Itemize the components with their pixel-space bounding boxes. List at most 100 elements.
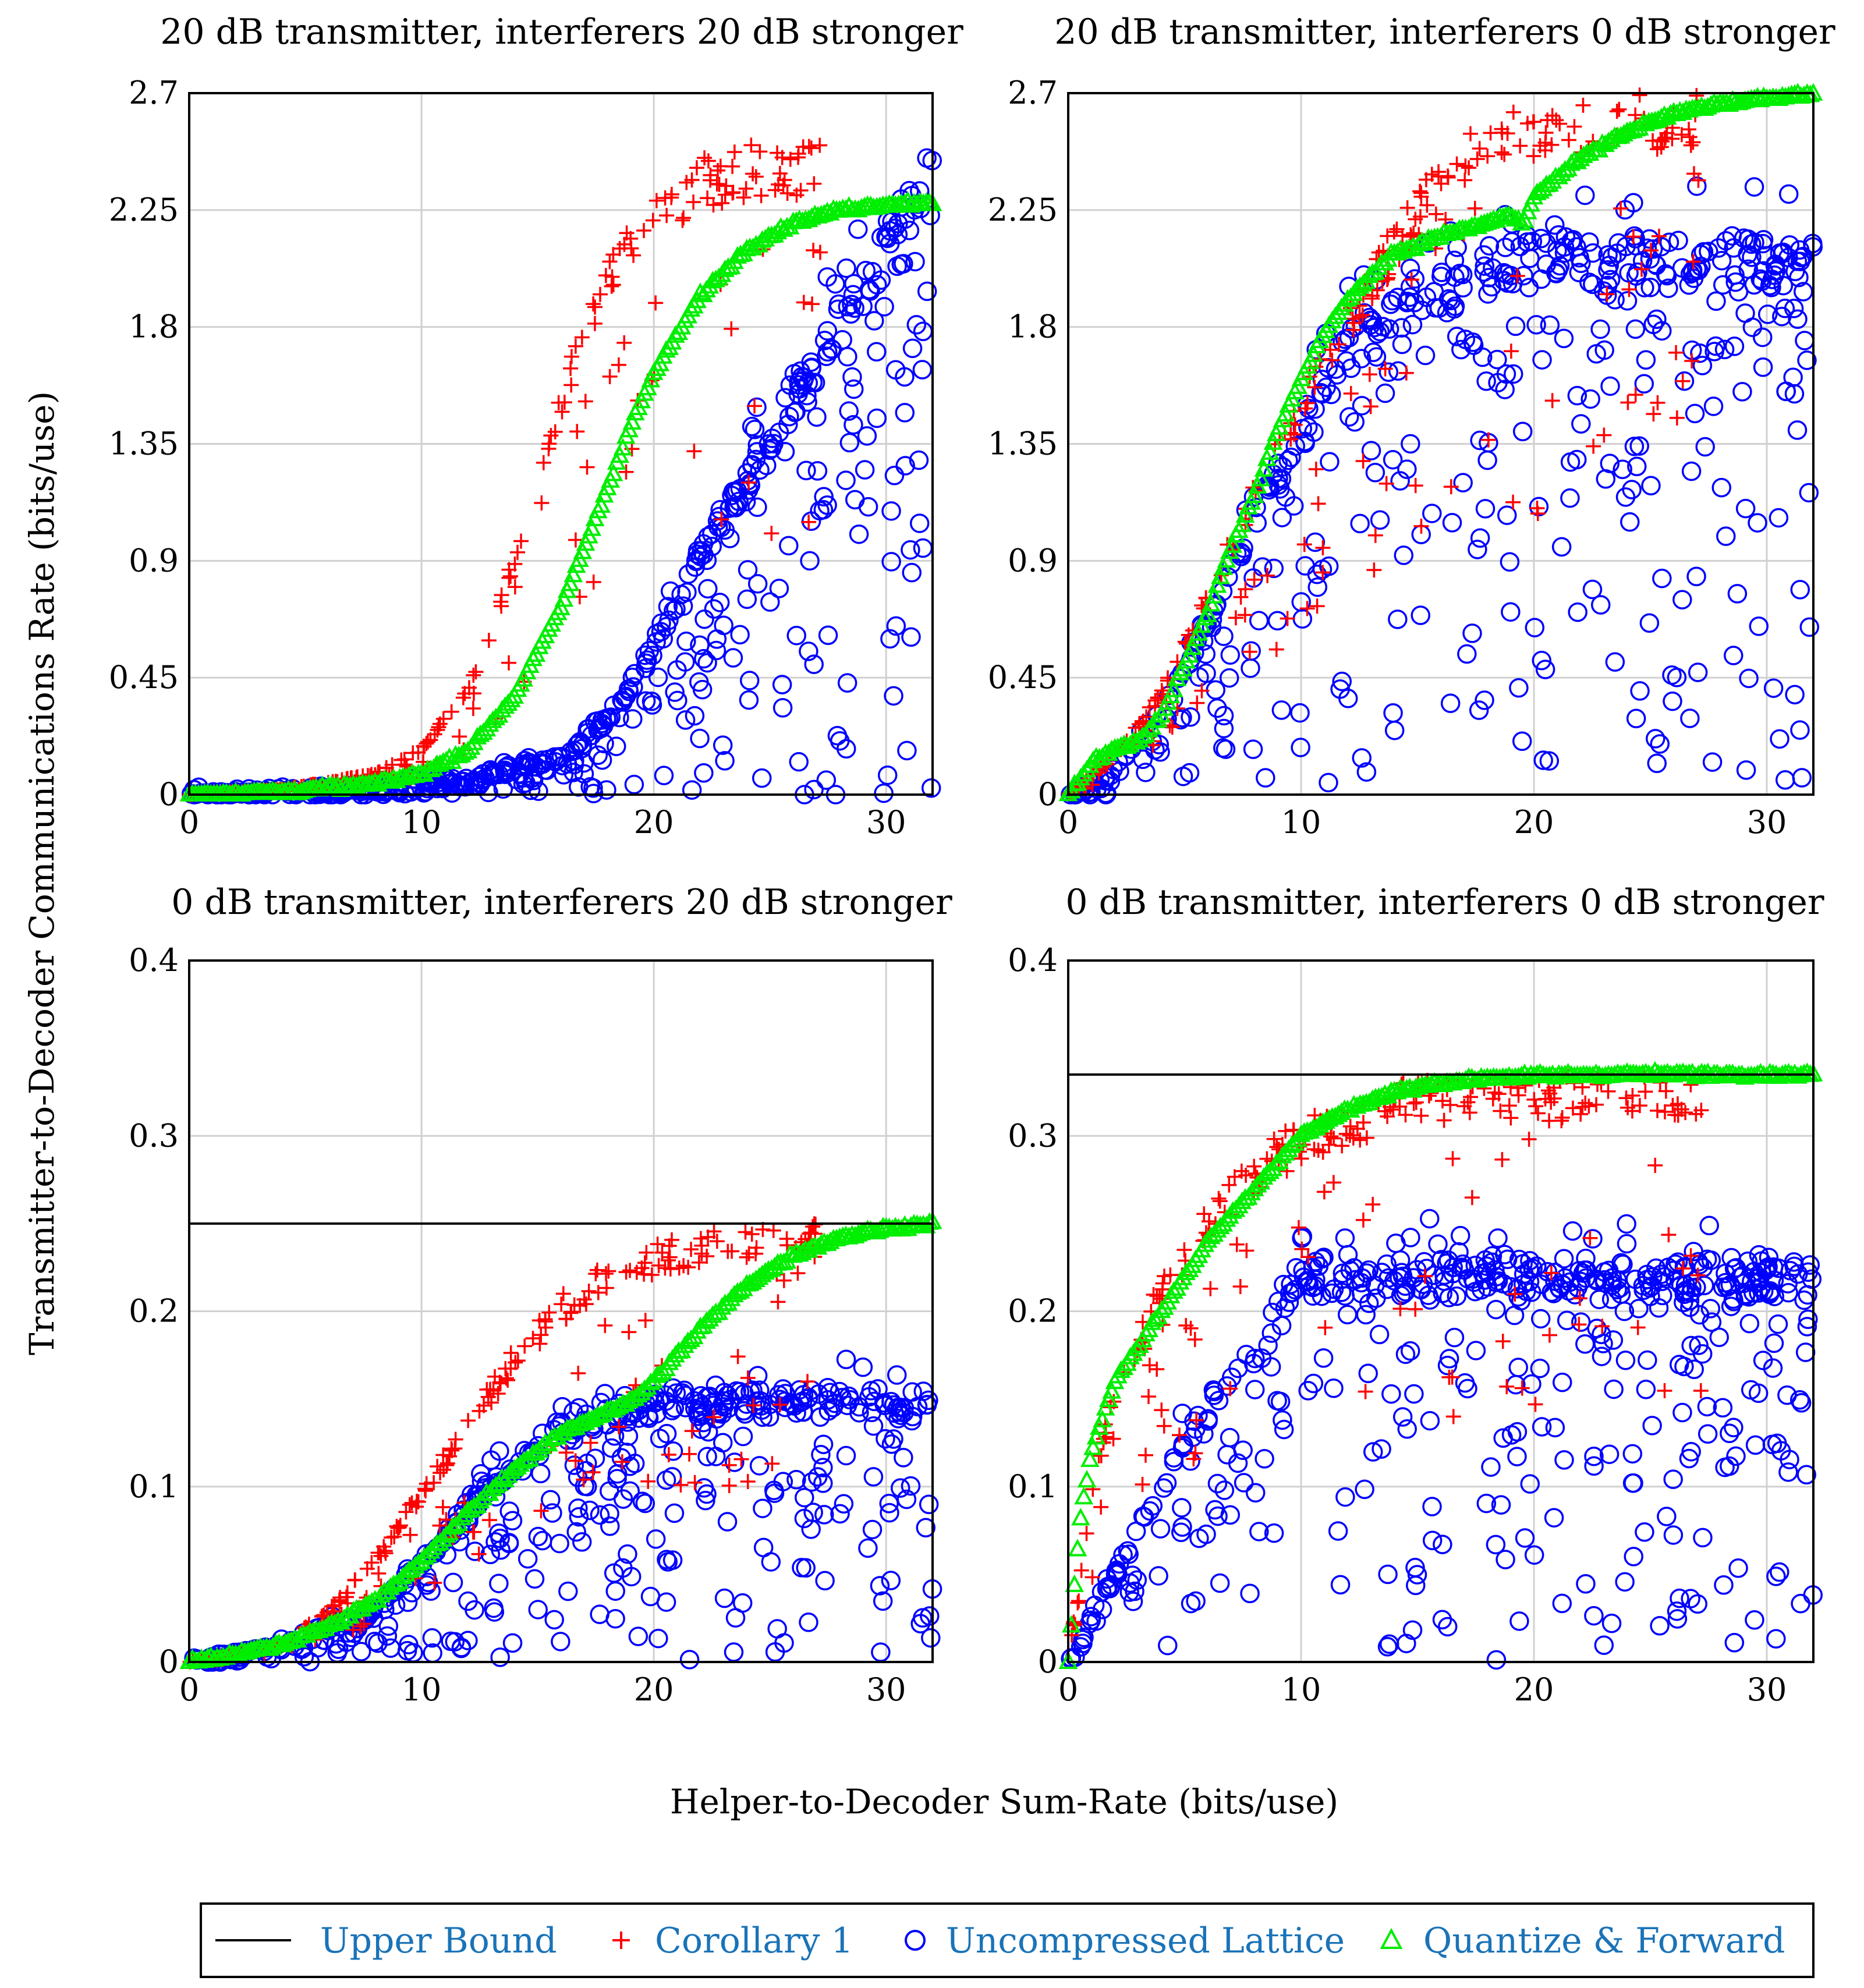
lattice-point bbox=[1625, 229, 1645, 249]
corollary-point bbox=[409, 1494, 424, 1509]
corollary-point bbox=[576, 1472, 591, 1487]
corollary-point bbox=[1669, 410, 1685, 426]
corollary-point bbox=[345, 1622, 361, 1638]
corollary-point bbox=[1377, 361, 1393, 377]
lattice-point bbox=[764, 1483, 785, 1503]
corollary-point bbox=[486, 1383, 501, 1398]
lattice-point bbox=[901, 1476, 921, 1496]
lattice-point bbox=[786, 1469, 806, 1490]
lattice-point bbox=[1350, 513, 1370, 534]
corollary-point bbox=[508, 1355, 523, 1370]
lattice-point bbox=[845, 490, 865, 510]
lattice-point bbox=[1699, 1216, 1719, 1236]
lattice-point bbox=[1794, 282, 1813, 302]
corollary-point bbox=[1596, 427, 1612, 443]
lattice-point bbox=[1636, 350, 1656, 370]
lattice-point bbox=[690, 1393, 710, 1413]
lattice-point bbox=[328, 1639, 349, 1659]
lattice-point bbox=[789, 752, 809, 772]
lattice-point bbox=[1693, 242, 1714, 262]
corollary-point bbox=[387, 1529, 402, 1544]
lattice-point bbox=[1728, 1558, 1748, 1578]
corollary-point bbox=[1433, 176, 1449, 192]
corollary-point bbox=[1352, 309, 1367, 325]
corollary-point bbox=[1428, 206, 1444, 222]
corollary-point bbox=[805, 1219, 821, 1235]
corollary-point bbox=[1661, 1227, 1677, 1243]
corollary-point bbox=[1538, 125, 1554, 140]
corollary-point bbox=[801, 514, 817, 530]
lattice-point bbox=[1725, 272, 1745, 292]
lattice-point bbox=[1643, 314, 1663, 334]
corollary-point bbox=[1085, 1569, 1100, 1585]
corollary-point bbox=[746, 1398, 761, 1413]
lattice-point bbox=[525, 1569, 545, 1589]
lattice-point bbox=[1400, 258, 1420, 278]
lattice-point bbox=[1629, 436, 1649, 456]
corollary-point bbox=[796, 295, 811, 310]
lattice-point bbox=[527, 757, 547, 777]
corollary-point bbox=[790, 1266, 806, 1281]
corollary-point bbox=[709, 176, 725, 192]
x-tick-label: 30 bbox=[1747, 1671, 1787, 1708]
corollary-point bbox=[371, 1565, 387, 1581]
lattice-point bbox=[1615, 1351, 1636, 1370]
corollary-point bbox=[1540, 112, 1555, 128]
qf-point bbox=[1068, 1539, 1087, 1557]
y-tick-label: 0.1 bbox=[129, 1468, 179, 1505]
lattice-point bbox=[804, 654, 824, 674]
lattice-point bbox=[1769, 508, 1789, 528]
lattice-point bbox=[689, 672, 709, 692]
lattice-point bbox=[1642, 1416, 1662, 1436]
lattice-point bbox=[779, 536, 799, 556]
corollary-point bbox=[740, 1474, 756, 1490]
lattice-point bbox=[798, 373, 818, 393]
corollary-point bbox=[1418, 172, 1434, 187]
lattice-point bbox=[715, 751, 735, 771]
lattice-point bbox=[1496, 264, 1516, 284]
corollary-point bbox=[1408, 211, 1423, 227]
lattice-point bbox=[874, 297, 894, 317]
corollary-point bbox=[1232, 1278, 1248, 1294]
corollary-point bbox=[738, 1224, 753, 1240]
lattice-point bbox=[1749, 616, 1769, 636]
lattice-point bbox=[1321, 384, 1341, 405]
corollary-point bbox=[1561, 132, 1576, 148]
lattice-point bbox=[1172, 1498, 1192, 1518]
qf-point bbox=[564, 564, 583, 583]
qf-point bbox=[1071, 1508, 1090, 1526]
lattice-point bbox=[1444, 250, 1465, 271]
lattice-point bbox=[688, 544, 707, 564]
lattice-point bbox=[666, 1383, 686, 1403]
corollary-point bbox=[402, 1527, 418, 1543]
lattice-point bbox=[1680, 708, 1700, 728]
lattice-point bbox=[609, 707, 629, 728]
lattice-point bbox=[725, 1608, 746, 1628]
lattice-point bbox=[730, 625, 750, 645]
lattice-point bbox=[1401, 434, 1420, 454]
lattice-point bbox=[1703, 396, 1724, 416]
lattice-point bbox=[1580, 389, 1600, 409]
lattice-point bbox=[696, 1490, 715, 1511]
lattice-point bbox=[1768, 1314, 1788, 1334]
lattice-point bbox=[414, 783, 434, 803]
corollary-point bbox=[590, 1285, 606, 1300]
corollary-point bbox=[1359, 1130, 1374, 1146]
lattice-point bbox=[1381, 1384, 1401, 1404]
lattice-point bbox=[604, 695, 624, 715]
lattice-point bbox=[1295, 556, 1315, 576]
lattice-point bbox=[495, 760, 515, 780]
lattice-point bbox=[1615, 1572, 1635, 1592]
corollary-point bbox=[1594, 1319, 1610, 1334]
lattice-point bbox=[795, 1487, 814, 1508]
corollary-point bbox=[1413, 518, 1429, 534]
lattice-point bbox=[1551, 537, 1572, 557]
lattice-point bbox=[1575, 185, 1595, 205]
corollary-point bbox=[1657, 1383, 1672, 1398]
lattice-point bbox=[663, 1441, 683, 1461]
lattice-point bbox=[1532, 350, 1552, 370]
corollary-point bbox=[394, 752, 409, 768]
corollary-point bbox=[1331, 336, 1346, 352]
x-tick-label: 10 bbox=[1281, 804, 1321, 841]
